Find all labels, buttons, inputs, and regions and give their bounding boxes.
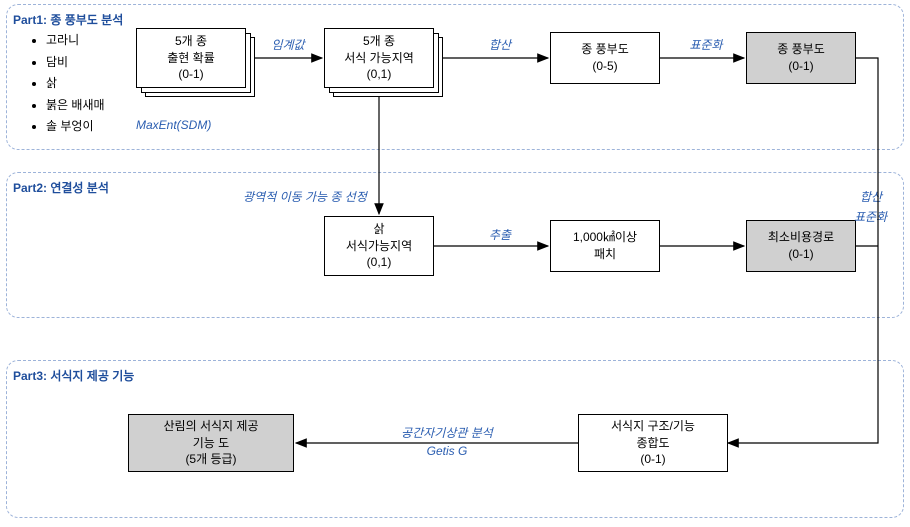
box-patch: 1,000㎢이상 패치 [550, 220, 660, 272]
box-label: 5개 종 [363, 33, 395, 50]
box-label: 기능 도 [193, 435, 229, 452]
box-label: 1,000㎢이상 [573, 229, 637, 246]
box-label: 종 풍부도 [581, 41, 629, 58]
edge-sum: 합산 [470, 36, 530, 53]
box-label: 패치 [594, 246, 616, 263]
list-item: 솔 부엉이 [46, 116, 105, 138]
box-label: 서식가능지역 [346, 238, 412, 255]
box-richness-05: 종 풍부도 (0-5) [550, 32, 660, 84]
edge-extract: 추출 [470, 226, 530, 243]
box-forest-function: 산림의 서식지 제공 기능 도 (5개 등급) [128, 414, 294, 472]
box-label: (0-5) [592, 58, 617, 75]
box-label: (0,1) [367, 254, 392, 271]
box-richness-01: 종 풍부도 (0-1) [746, 32, 856, 84]
edge-sum2: 합산 [860, 188, 882, 205]
edge-species-select: 광역적 이동 가능 종 선정 [220, 188, 390, 205]
list-item: 고라니 [46, 30, 105, 52]
part1-title: Part1: 종 풍부도 분석 [7, 5, 903, 28]
box-label: 삵 [373, 221, 384, 238]
box-occurrence-prob: 5개 종 출현 확률 (0-1) [136, 28, 246, 88]
box-label: (0-1) [788, 246, 813, 263]
edge-threshold: 임계값 [258, 36, 318, 53]
box-label: (0,1) [367, 66, 392, 83]
box-label: 종 풍부도 [777, 41, 825, 58]
box-label: (0-1) [178, 66, 203, 83]
list-item: 담비 [46, 52, 105, 74]
box-composite: 서식지 구조/기능 종합도 (0-1) [578, 414, 728, 472]
box-least-cost: 최소비용경로 (0-1) [746, 220, 856, 272]
box-label: 최소비용경로 [768, 229, 834, 246]
box-habitat-5sp: 5개 종 서식 가능지역 (0,1) [324, 28, 434, 88]
box-label: 서식지 구조/기능 [611, 418, 695, 435]
edge-normalize: 표준화 [676, 36, 736, 53]
box-label: 종합도 [636, 435, 669, 452]
list-item: 붉은 배새매 [46, 95, 105, 117]
part3-title: Part3: 서식지 제공 기능 [7, 361, 903, 384]
box-label: 5개 종 [175, 33, 207, 50]
species-list: 고라니 담비 삵 붉은 배새매 솔 부엉이 [28, 30, 105, 138]
footnote-maxent: MaxEnt(SDM) [136, 118, 211, 132]
box-label: 출현 확률 [167, 50, 215, 67]
edge-spatial-ac: 공간자기상관 분석 [362, 424, 532, 441]
box-label: (0-1) [640, 451, 665, 468]
box-cat-habitat: 삵 서식가능지역 (0,1) [324, 216, 434, 276]
part2-title: Part2: 연결성 분석 [7, 173, 903, 196]
edge-normalize2: 표준화 [854, 208, 887, 225]
edge-getis: Getis G [362, 444, 532, 458]
box-label: (5개 등급) [185, 451, 236, 468]
box-label: 서식 가능지역 [344, 50, 414, 67]
list-item: 삵 [46, 73, 105, 95]
box-label: (0-1) [788, 58, 813, 75]
box-label: 산림의 서식지 제공 [164, 418, 259, 435]
